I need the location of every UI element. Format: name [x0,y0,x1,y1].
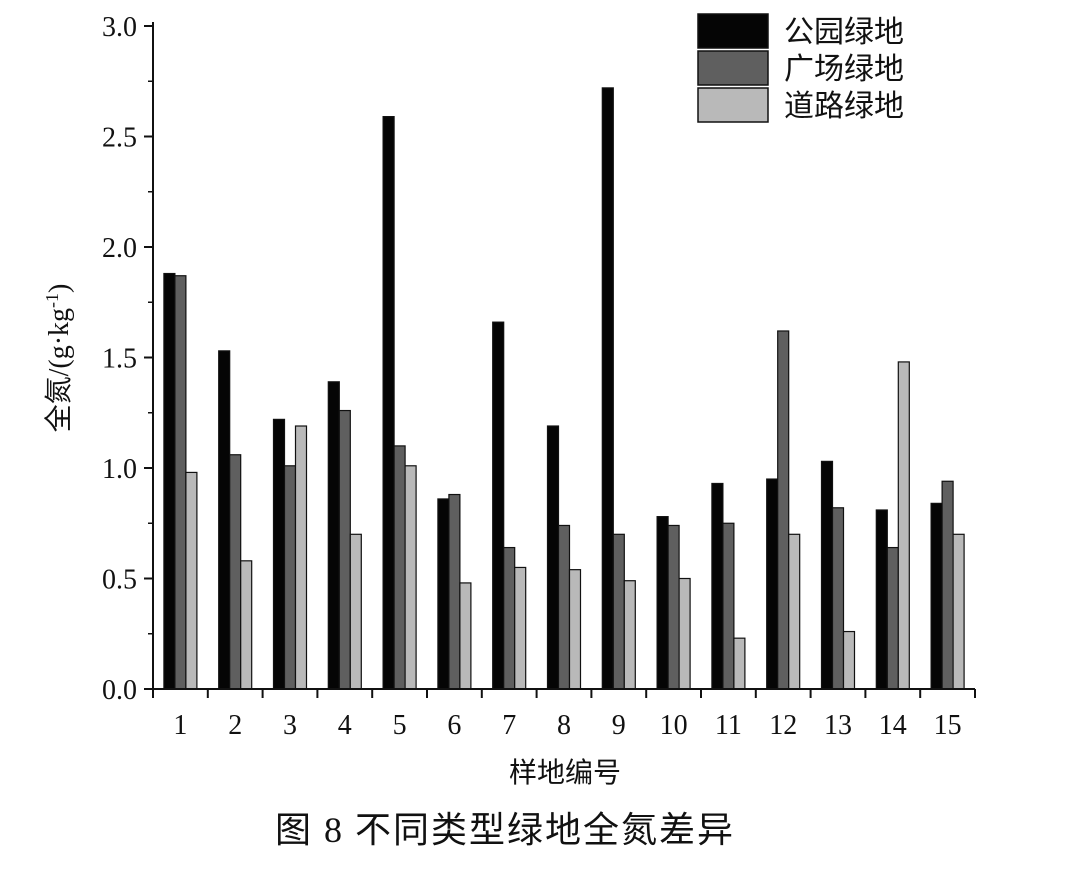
x-tick-label: 5 [393,710,407,741]
bar-square [777,330,790,690]
bar-park [601,87,614,690]
bar-park [766,478,779,690]
axes-layer: 0.00.51.01.52.02.53.01 2 3 4 5 6 7 8 9 10 11 12 13 14… [102,12,976,741]
bar-square [229,454,242,690]
legend-swatch [697,87,769,123]
bar-park [820,460,834,690]
bar-park [930,502,943,690]
bar-road [349,533,362,690]
x-tick-label: 10 [660,710,688,741]
y-tick-label: 1.5 [102,344,137,375]
y-tick-label: 0.0 [102,675,137,706]
bar-road [459,582,472,690]
legend-label: 广场绿地 [784,53,904,86]
x-tick-label: 11 [715,710,742,741]
bar-road [623,580,636,690]
bar-group [546,425,582,690]
bar-square [393,445,406,690]
bar-square [612,533,625,690]
bar-road [678,577,691,690]
bar-group [820,460,856,690]
y-axis-title-exponent: -1 [42,293,62,308]
bar-park [875,509,888,690]
bar-group [163,272,198,690]
bar-road [240,560,253,690]
bar-group [766,330,801,690]
x-tick-label: 14 [879,710,907,741]
bar-group [272,418,308,690]
bar-road [568,569,582,690]
bar-park [711,482,724,690]
bar-square [886,546,899,690]
bar-square [722,522,735,690]
bar-group [656,516,691,690]
bar-road [842,630,856,690]
bar-road [514,566,527,690]
bar-park [163,272,176,690]
bar-square [338,409,351,690]
bar-park [546,425,560,690]
bar-park [656,516,669,690]
bar-square [831,507,845,690]
bar-park [327,381,340,690]
bar-road [952,533,965,690]
bar-group [327,381,362,690]
bar-group [382,116,417,690]
x-tick-label: 2 [228,710,242,741]
bar-road [733,637,746,690]
bar-group [218,350,253,690]
bar-road [294,425,308,690]
bar-square [448,493,461,690]
bar-road [788,533,801,690]
bar-park [272,418,286,690]
bar-park [437,498,450,690]
bar-square [503,546,516,690]
x-tick-label: 1 [173,710,187,741]
x-axis-title: 样地编号 [509,757,621,789]
y-axis-title-main: 全氮/(g·kg [43,308,75,432]
bar-group [930,480,965,690]
legend-label: 道路绿地 [784,90,904,123]
bar-group [711,482,746,690]
x-tick-label: 6 [447,710,461,741]
x-tick-label: 3 [283,710,297,741]
bar-square [174,275,187,690]
bar-group [875,361,910,690]
bar-road [185,471,198,690]
y-axis-title: 全氮/(g·kg-1) [42,284,75,433]
y-tick-label: 2.0 [102,233,137,264]
bar-square [667,524,680,690]
bar-park [382,116,395,690]
bar-road [897,361,910,690]
x-tick-label: 9 [612,710,626,741]
bar-group [492,321,527,690]
bar-square [557,524,571,690]
x-tick-label: 13 [824,710,852,741]
bar-group [601,87,636,690]
bar-square [941,480,954,690]
x-tick-label: 7 [502,710,516,741]
x-tick-label: 15 [934,710,962,741]
x-tick-label: 4 [338,710,352,741]
bars-layer [163,87,965,690]
legend-swatch [697,50,769,86]
bar-park [218,350,231,690]
bar-square [283,465,297,690]
bar-park [492,321,505,690]
bar-road [404,465,417,690]
figure-caption: 图 8 不同类型绿地全氮差异 [275,810,735,850]
y-tick-label: 3.0 [102,12,137,43]
legend-label: 公园绿地 [784,16,904,49]
y-tick-label: 0.5 [102,565,137,596]
y-axis-title-close: ) [44,284,75,293]
x-tick-label: 12 [769,710,797,741]
y-tick-label: 2.5 [102,123,137,154]
bar-group [437,493,472,690]
x-tick-label: 8 [557,710,571,741]
legend-swatch [697,13,769,49]
y-tick-label: 1.0 [102,454,137,485]
